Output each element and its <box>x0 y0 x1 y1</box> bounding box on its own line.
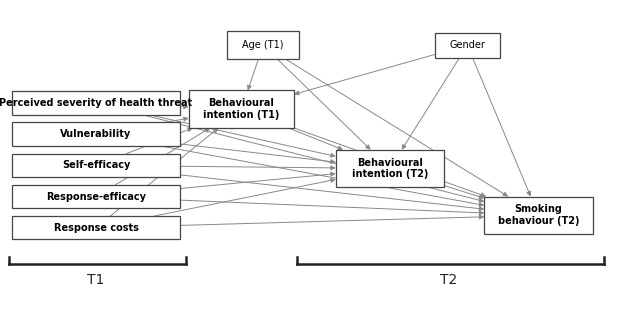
FancyBboxPatch shape <box>336 150 444 187</box>
Text: Behavioural
intention (T2): Behavioural intention (T2) <box>352 158 428 179</box>
Text: T1: T1 <box>87 273 105 287</box>
FancyBboxPatch shape <box>435 33 500 58</box>
Text: Response-efficacy: Response-efficacy <box>46 192 146 202</box>
FancyBboxPatch shape <box>12 91 180 115</box>
Text: Response costs: Response costs <box>53 223 139 233</box>
Text: Age (T1): Age (T1) <box>242 40 284 50</box>
Text: Perceived severity of health threat: Perceived severity of health threat <box>0 98 193 108</box>
Text: Gender: Gender <box>449 40 485 50</box>
FancyBboxPatch shape <box>12 154 180 177</box>
FancyBboxPatch shape <box>228 31 299 59</box>
Text: T2: T2 <box>440 273 457 287</box>
Text: Smoking
behaviour (T2): Smoking behaviour (T2) <box>498 204 579 226</box>
FancyBboxPatch shape <box>485 197 593 234</box>
FancyBboxPatch shape <box>12 185 180 208</box>
Text: Vulnerability: Vulnerability <box>60 129 132 139</box>
FancyBboxPatch shape <box>189 90 294 128</box>
Text: Behavioural
intention (T1): Behavioural intention (T1) <box>203 98 280 120</box>
Text: Self-efficacy: Self-efficacy <box>62 160 130 170</box>
FancyBboxPatch shape <box>12 216 180 240</box>
FancyBboxPatch shape <box>12 123 180 146</box>
